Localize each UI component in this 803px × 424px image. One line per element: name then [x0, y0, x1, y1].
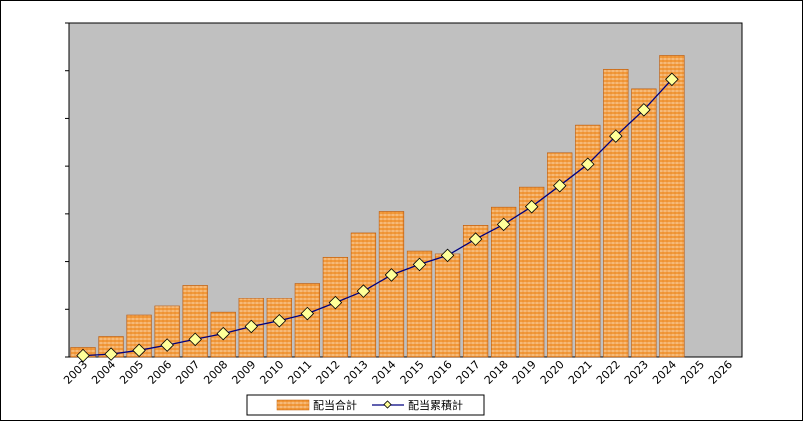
- x-tick-label-2020: 2020: [538, 358, 567, 387]
- y-axis-ticks: [65, 22, 69, 358]
- legend: 配当合計 配当累積計: [246, 394, 485, 416]
- marker-2017: [468, 232, 483, 246]
- x-tick-label-2023: 2023: [622, 358, 651, 387]
- marker-2016: [440, 248, 455, 263]
- bar-2022: [603, 68, 629, 358]
- bar-2007: [182, 285, 208, 358]
- x-tick-label-2011: 2011: [285, 358, 314, 387]
- marker-2008: [216, 326, 230, 341]
- legend-swatch-marker: [383, 400, 392, 409]
- bar-2017: [462, 225, 489, 358]
- marker-2022: [609, 129, 623, 143]
- x-tick-label-2013: 2013: [342, 358, 371, 387]
- x-tick-label-2009: 2009: [229, 358, 258, 387]
- marker-2013: [356, 284, 371, 298]
- bar-2018: [491, 206, 517, 358]
- x-tick-label-2021: 2021: [566, 358, 595, 387]
- bar-2014: [378, 211, 405, 358]
- marker-2009: [244, 319, 259, 334]
- x-tick-label-2019: 2019: [510, 358, 539, 387]
- x-tick-label-2017: 2017: [454, 358, 483, 387]
- bar-2024: [659, 55, 685, 358]
- x-axis-labels: 2003 2004 2005 2006 2007 2008 2009 2010 2011 2012…: [61, 358, 735, 387]
- marker-2024: [665, 72, 679, 87]
- marker-2005: [132, 343, 146, 358]
- x-tick-label-2006: 2006: [145, 358, 174, 387]
- legend-label-bar: 配当合計: [313, 398, 357, 412]
- x-tick-label-2003: 2003: [61, 358, 90, 387]
- cumulative-markers: [76, 72, 679, 363]
- marker-2003: [76, 348, 90, 363]
- x-tick-label-2025: 2025: [678, 358, 707, 387]
- plot-area: [68, 22, 743, 358]
- marker-2011: [300, 306, 315, 321]
- marker-2015: [412, 257, 427, 272]
- marker-2010: [272, 313, 287, 328]
- bar-2019: [519, 186, 545, 358]
- x-tick-label-2016: 2016: [426, 358, 455, 387]
- marker-2006: [160, 338, 174, 352]
- legend-swatch-bar: [276, 399, 310, 411]
- x-tick-label-2015: 2015: [398, 358, 427, 387]
- marker-2021: [581, 157, 595, 171]
- marker-2019: [524, 199, 539, 214]
- x-tick-label-2022: 2022: [594, 358, 623, 387]
- x-tick-label-2004: 2004: [89, 358, 118, 387]
- marker-2020: [552, 178, 567, 193]
- marker-2023: [637, 103, 651, 117]
- x-tick-label-2026: 2026: [706, 358, 735, 387]
- marker-2012: [328, 295, 343, 310]
- legend-label-line: 配当累積計: [408, 398, 463, 412]
- x-tick-label-2008: 2008: [201, 358, 230, 387]
- bar-2023: [631, 88, 657, 358]
- x-tick-label-2007: 2007: [173, 358, 202, 387]
- cumulative-line: [82, 78, 673, 357]
- marker-2004: [104, 347, 118, 361]
- marker-2014: [384, 268, 399, 282]
- x-tick-label-2012: 2012: [314, 358, 343, 387]
- marker-2007: [188, 332, 202, 347]
- marker-2018: [496, 217, 511, 232]
- x-tick-label-2005: 2005: [117, 358, 146, 387]
- bar-2010: [266, 298, 292, 358]
- x-tick-label-2014: 2014: [370, 358, 399, 387]
- x-tick-label-2024: 2024: [650, 358, 679, 387]
- x-tick-label-2010: 2010: [257, 358, 286, 387]
- bar-2016: [434, 253, 461, 358]
- x-tick-label-2018: 2018: [482, 358, 511, 387]
